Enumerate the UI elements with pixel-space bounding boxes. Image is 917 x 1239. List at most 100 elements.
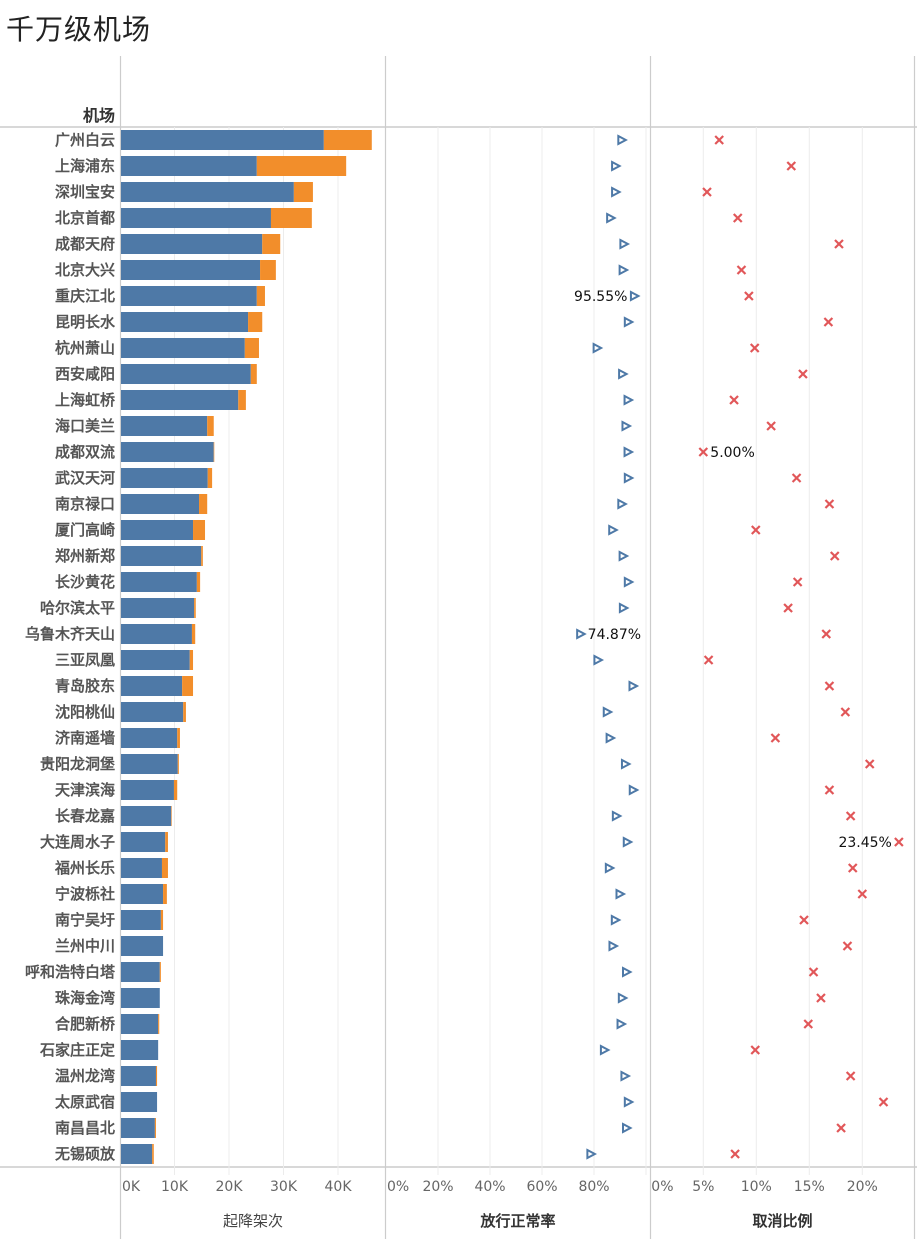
- bar-segment-orange: [177, 728, 180, 748]
- ontime-marker: [623, 576, 635, 588]
- ontime-marker: [618, 602, 630, 614]
- bar-segment-blue: [121, 364, 251, 384]
- cancel-marker-stroke: [750, 525, 761, 535]
- row-label: 海口美兰: [55, 417, 115, 435]
- row-label: 无锡硕放: [54, 1145, 116, 1163]
- x-tick-label: 0%: [651, 1179, 673, 1195]
- row-label: 南宁吴圩: [55, 911, 115, 929]
- cancel-marker: [878, 1097, 889, 1107]
- chart-frame: [0, 56, 917, 1239]
- cancel-marker: [730, 1149, 740, 1159]
- cancel-marker-stroke: [824, 681, 835, 691]
- row-label: 合肥新桥: [54, 1015, 116, 1033]
- x-tick-label: 15%: [794, 1179, 825, 1195]
- cancel-marker: [729, 395, 739, 405]
- x-axis-title-ontime: 放行正常率: [479, 1212, 555, 1230]
- cancel-marker: [786, 161, 797, 171]
- cancel-marker-stroke: [845, 811, 856, 821]
- cancel-marker: [736, 265, 747, 275]
- ontime-marker: [586, 1148, 598, 1160]
- cancel-marker: [703, 655, 714, 665]
- bar-segment-blue: [121, 858, 162, 878]
- row-label: 哈尔滨太平: [40, 599, 115, 617]
- x-tick-label: 0%: [387, 1179, 409, 1195]
- cancel-marker-stroke: [847, 863, 858, 873]
- bar-segment-orange: [262, 234, 281, 254]
- cancel-marker-stroke: [816, 993, 826, 1003]
- bar-segment-orange: [260, 260, 276, 280]
- cancel-marker-stroke: [878, 1097, 889, 1107]
- cancel-marker-stroke: [799, 915, 809, 925]
- cancel-marker-stroke: [824, 499, 835, 509]
- bar-segment-orange: [182, 676, 194, 696]
- x-axis-title-flights: 起降架次: [223, 1212, 283, 1230]
- cancel-marker-stroke: [840, 707, 851, 717]
- cancel-marker-stroke: [834, 239, 844, 249]
- bar-segment-blue: [121, 806, 172, 826]
- bar-segment-orange: [207, 416, 214, 436]
- cancel-marker: [798, 369, 808, 379]
- cancel-marker-stroke: [798, 369, 808, 379]
- bar-segment-orange: [238, 390, 246, 410]
- cancel-marker-stroke: [750, 1045, 761, 1055]
- row-label: 上海虹桥: [55, 391, 116, 409]
- ontime-marker: [621, 420, 633, 432]
- row-header: 机场: [83, 106, 115, 125]
- cancel-marker-stroke: [803, 1019, 814, 1029]
- ontime-marker: [619, 238, 631, 250]
- x-tick-label: 10K: [161, 1179, 189, 1195]
- bar-segment-blue: [121, 156, 257, 176]
- bar-segment-orange: [173, 780, 178, 800]
- ontime-marker: [618, 264, 630, 276]
- cancel-marker-stroke: [732, 213, 743, 223]
- cancel-marker-stroke: [824, 785, 835, 795]
- bar-segment-orange: [193, 520, 206, 540]
- bar-segment-blue: [121, 1040, 159, 1060]
- cancel-panel: 5.00% 23.45%: [698, 135, 904, 1159]
- ontime-marker: [611, 186, 622, 198]
- row-label: 大连周水子: [40, 833, 115, 851]
- bar-segment-blue: [121, 208, 271, 228]
- x-tick-label: 20%: [847, 1179, 878, 1195]
- row-label: 福州长乐: [54, 859, 115, 877]
- ontime-marker: [593, 654, 605, 666]
- row-label: 贵阳龙洞堡: [40, 755, 115, 773]
- bar-segment-blue: [121, 1118, 155, 1138]
- ontime-marker: [622, 1122, 633, 1134]
- row-label: 兰州中川: [55, 937, 115, 955]
- row-label: 呼和浩特白塔: [25, 963, 116, 981]
- cancel-marker-stroke: [823, 317, 834, 327]
- cancel-marker-stroke: [703, 655, 714, 665]
- ontime-marker: [620, 758, 632, 770]
- bar-segment-orange: [177, 754, 179, 774]
- ontime-marker: [606, 212, 617, 224]
- row-label: 上海浦东: [55, 157, 115, 175]
- bar-segment-orange: [183, 702, 186, 722]
- cancel-marker: [808, 967, 819, 977]
- row-label: 武汉天河: [55, 469, 115, 487]
- bar-segment-orange: [207, 468, 213, 488]
- cancel-marker-stroke: [770, 733, 781, 743]
- data-label: 95.55%: [574, 289, 627, 305]
- ontime-marker: [623, 446, 635, 458]
- row-label: 太原武宿: [55, 1093, 115, 1111]
- bar-segment-blue: [121, 520, 194, 540]
- bar-segment-orange: [213, 442, 215, 462]
- bar-segment-blue: [121, 1144, 153, 1164]
- bar-segment-blue: [121, 988, 160, 1008]
- ontime-marker: [623, 472, 635, 484]
- cancel-marker: [847, 863, 858, 873]
- bar-segment-blue: [121, 598, 195, 618]
- chart-title: 千万级机场: [6, 13, 152, 46]
- bar-segment-blue: [121, 1014, 159, 1034]
- cancel-marker-stroke: [786, 161, 797, 171]
- cancel-marker: [766, 421, 776, 431]
- ontime-marker: [617, 134, 628, 146]
- ontime-marker: [622, 966, 633, 978]
- cancel-marker: [857, 889, 868, 899]
- ontime-marker: [605, 732, 617, 744]
- bar-segment-orange: [270, 208, 312, 228]
- cancel-marker: [824, 681, 835, 691]
- row-label: 珠海金湾: [55, 989, 115, 1007]
- cancel-marker: [791, 473, 802, 483]
